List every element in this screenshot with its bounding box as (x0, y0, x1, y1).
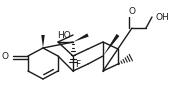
Text: OH: OH (155, 13, 169, 22)
Text: F: F (75, 60, 80, 69)
Polygon shape (103, 35, 119, 56)
Text: O: O (128, 7, 135, 16)
Text: HO: HO (57, 31, 71, 40)
Polygon shape (73, 34, 89, 43)
Text: O: O (2, 52, 9, 61)
Polygon shape (41, 36, 45, 49)
